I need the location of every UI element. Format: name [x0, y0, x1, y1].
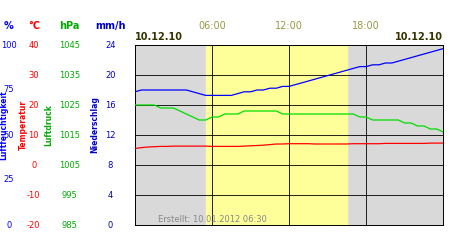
Text: 12: 12 — [105, 130, 116, 140]
Text: 0: 0 — [6, 220, 12, 230]
Text: 50: 50 — [4, 130, 14, 140]
Text: 100: 100 — [1, 40, 17, 50]
Text: 1045: 1045 — [59, 40, 80, 50]
Text: 10: 10 — [28, 130, 39, 140]
Text: -10: -10 — [27, 190, 40, 200]
Text: 8: 8 — [108, 160, 113, 170]
Text: Luftfeuchtigkeit: Luftfeuchtigkeit — [0, 90, 8, 160]
Text: -20: -20 — [27, 220, 40, 230]
Text: 75: 75 — [4, 86, 14, 94]
Text: 18:00: 18:00 — [352, 21, 380, 31]
Text: 0: 0 — [31, 160, 36, 170]
Text: 20: 20 — [28, 100, 39, 110]
Text: 40: 40 — [28, 40, 39, 50]
Text: hPa: hPa — [59, 21, 80, 31]
Text: Erstellt: 10.01.2012 06:30: Erstellt: 10.01.2012 06:30 — [158, 215, 266, 224]
Text: 24: 24 — [105, 40, 116, 50]
Text: 20: 20 — [105, 70, 116, 80]
Text: Luftdruck: Luftdruck — [44, 104, 53, 146]
Text: 16: 16 — [105, 100, 116, 110]
Text: 30: 30 — [28, 70, 39, 80]
Text: 4: 4 — [108, 190, 113, 200]
Text: 1025: 1025 — [59, 100, 80, 110]
Text: 1005: 1005 — [59, 160, 80, 170]
Text: Niederschlag: Niederschlag — [90, 96, 99, 154]
Text: 06:00: 06:00 — [198, 21, 226, 31]
Text: 12:00: 12:00 — [275, 21, 303, 31]
Text: 10.12.10: 10.12.10 — [395, 32, 443, 42]
Text: mm/h: mm/h — [95, 21, 126, 31]
Text: %: % — [4, 21, 14, 31]
Text: 985: 985 — [62, 220, 78, 230]
Text: 1015: 1015 — [59, 130, 80, 140]
Bar — [206, 45, 347, 225]
Text: °C: °C — [28, 21, 40, 31]
Text: 10.12.10: 10.12.10 — [135, 32, 183, 42]
Text: 1035: 1035 — [59, 70, 80, 80]
Text: Temperatur: Temperatur — [19, 100, 28, 150]
Text: 995: 995 — [62, 190, 77, 200]
Text: 0: 0 — [108, 220, 113, 230]
Text: 25: 25 — [4, 176, 14, 184]
